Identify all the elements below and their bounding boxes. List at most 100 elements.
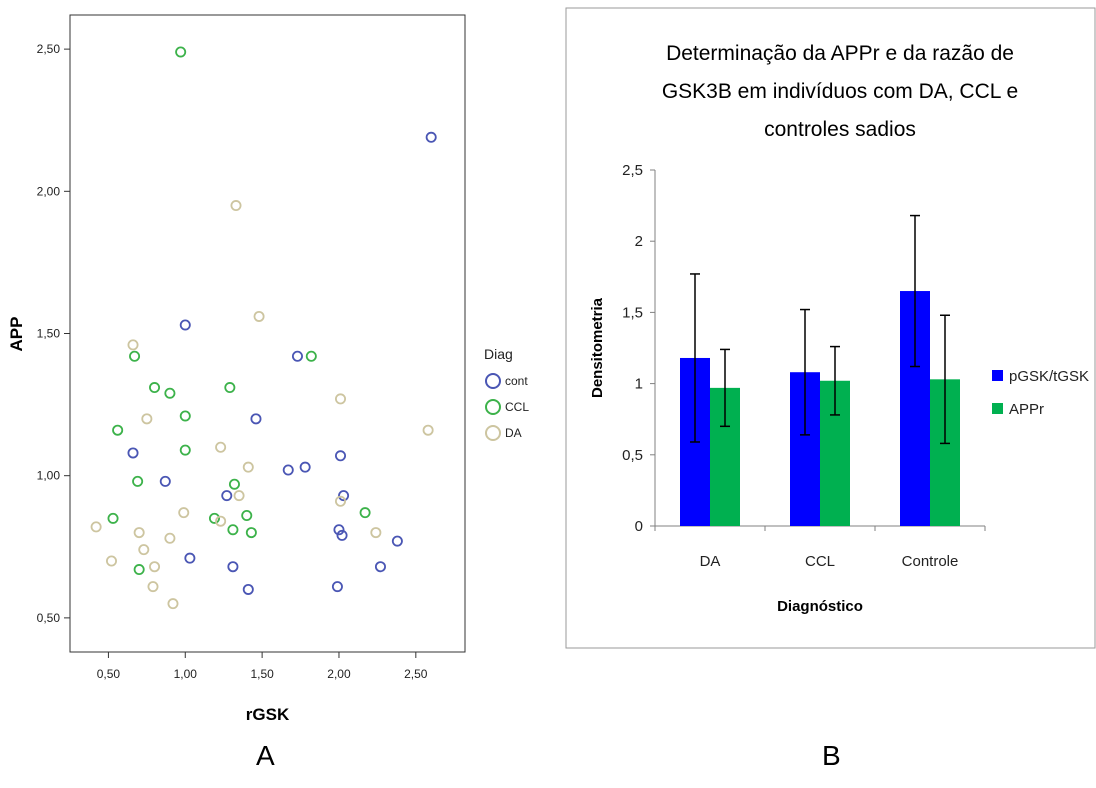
legend-label-da: DA bbox=[505, 426, 522, 440]
data-point-ccl bbox=[179, 410, 191, 422]
y-tick-label: 0,5 bbox=[622, 447, 643, 464]
legend-marker-da bbox=[485, 425, 501, 441]
plot-frame bbox=[69, 14, 466, 653]
data-point-cont bbox=[242, 583, 254, 595]
x-axis-title: rGSK bbox=[246, 705, 290, 724]
data-point-cont bbox=[179, 319, 191, 331]
data-point-ccl bbox=[224, 382, 236, 394]
legend-swatch-appr bbox=[992, 403, 1003, 414]
x-axis-title: Diagnóstico bbox=[777, 598, 863, 615]
legend-swatch-pgsktgsk bbox=[992, 370, 1003, 381]
data-point-cont bbox=[299, 461, 311, 473]
data-point-da bbox=[422, 424, 434, 436]
data-point-da bbox=[335, 393, 347, 405]
data-point-ccl bbox=[245, 527, 257, 539]
y-axis-title: Densitometria bbox=[589, 297, 606, 398]
data-point-ccl bbox=[132, 475, 144, 487]
data-point-da bbox=[335, 495, 347, 507]
data-point-da bbox=[233, 490, 245, 502]
legend-label: APPr bbox=[1009, 401, 1044, 418]
data-point-ccl bbox=[175, 46, 187, 58]
x-tick-label: CCL bbox=[805, 553, 835, 570]
data-point-cont bbox=[391, 535, 403, 547]
x-tick-label: 2,00 bbox=[327, 667, 351, 681]
data-point-da bbox=[167, 598, 179, 610]
y-tick-label: 2,00 bbox=[37, 184, 61, 198]
data-point-da bbox=[215, 441, 227, 453]
bar-panel: Determinação da APPr e da razão de GSK3B … bbox=[550, 0, 1096, 783]
data-point-da bbox=[370, 527, 382, 539]
data-point-da bbox=[230, 200, 242, 212]
data-point-cont bbox=[127, 447, 139, 459]
y-tick-label: 2,5 bbox=[622, 162, 643, 179]
data-point-da bbox=[253, 310, 265, 322]
data-point-cont bbox=[250, 413, 262, 425]
y-tick-label: 2,50 bbox=[37, 42, 61, 56]
data-point-da bbox=[147, 581, 159, 593]
data-point-cont bbox=[333, 524, 345, 536]
data-point-da bbox=[141, 413, 153, 425]
data-point-da bbox=[138, 544, 150, 556]
scatter-chart: 0,50 1,00 1,50 2,00 2,50 0,50 1,00 1,50 2,00 2,50… bbox=[7, 14, 529, 724]
data-point-cont bbox=[159, 475, 171, 487]
data-point-da bbox=[178, 507, 190, 519]
y-tick-label: 1 bbox=[635, 376, 643, 393]
data-point-ccl bbox=[208, 512, 220, 524]
scatter-panel: 0,50 1,00 1,50 2,00 2,50 0,50 1,00 1,50 2,00 2,50… bbox=[0, 0, 540, 783]
data-point-da bbox=[149, 561, 161, 573]
y-tick-label: 1,50 bbox=[37, 327, 61, 341]
data-point-cont bbox=[227, 561, 239, 573]
x-tick-label: DA bbox=[700, 553, 721, 570]
chart-title-line: GSK3B em indivíduos com DA, CCL e bbox=[662, 80, 1018, 103]
data-point-ccl bbox=[164, 387, 176, 399]
data-point-da bbox=[105, 555, 117, 567]
data-point-ccl bbox=[129, 350, 141, 362]
bar-chart: Determinação da APPr e da razão de GSK3B … bbox=[565, 7, 1096, 649]
data-point-cont bbox=[338, 490, 350, 502]
chart-frame bbox=[565, 7, 1096, 649]
data-point-ccl bbox=[241, 509, 253, 521]
data-point-cont bbox=[336, 529, 348, 541]
data-point-da bbox=[242, 461, 254, 473]
panel-label-b: B bbox=[822, 740, 841, 771]
legend-label-ccl: CCL bbox=[505, 400, 529, 414]
data-point-ccl bbox=[107, 512, 119, 524]
data-point-ccl bbox=[305, 350, 317, 362]
data-point-ccl bbox=[359, 507, 371, 519]
data-point-da bbox=[215, 515, 227, 527]
x-tick-label: 1,50 bbox=[250, 667, 274, 681]
legend-marker-cont bbox=[485, 373, 501, 389]
x-tick-label: Controle bbox=[902, 553, 959, 570]
legend-label-cont: cont bbox=[505, 374, 528, 388]
data-point-ccl bbox=[149, 382, 161, 394]
data-point-cont bbox=[221, 490, 233, 502]
data-point-cont bbox=[282, 464, 294, 476]
data-point-cont bbox=[291, 350, 303, 362]
y-tick-label: 1,5 bbox=[622, 304, 643, 321]
y-tick-label: 0 bbox=[635, 518, 643, 535]
y-tick-label: 1,00 bbox=[37, 469, 61, 483]
x-tick-label: 0,50 bbox=[97, 667, 121, 681]
data-point-ccl bbox=[179, 444, 191, 456]
chart-title-line: Determinação da APPr e da razão de bbox=[666, 42, 1014, 65]
x-tick-label: 1,00 bbox=[174, 667, 198, 681]
chart-title-line: controles sadios bbox=[764, 118, 916, 141]
x-tick-label: 2,50 bbox=[404, 667, 428, 681]
data-point-cont bbox=[425, 131, 437, 143]
legend-marker-ccl bbox=[485, 399, 501, 415]
data-point-ccl bbox=[227, 524, 239, 536]
data-point-da bbox=[133, 527, 145, 539]
y-axis-title: APP bbox=[7, 317, 26, 352]
y-tick-label: 0,50 bbox=[37, 611, 61, 625]
data-point-ccl bbox=[112, 424, 124, 436]
panel-label-a: A bbox=[256, 740, 275, 771]
data-point-da bbox=[90, 521, 102, 533]
data-point-cont bbox=[331, 581, 343, 593]
data-point-ccl bbox=[228, 478, 240, 490]
legend-title: Diag bbox=[484, 346, 513, 362]
data-point-da bbox=[127, 339, 139, 351]
data-point-da bbox=[164, 532, 176, 544]
data-point-cont bbox=[374, 561, 386, 573]
data-point-cont bbox=[335, 450, 347, 462]
y-tick-label: 2 bbox=[635, 233, 643, 250]
